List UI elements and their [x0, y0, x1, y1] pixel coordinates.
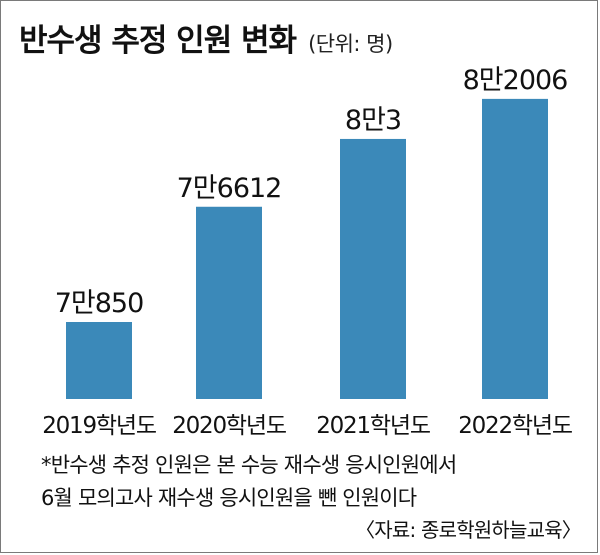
bar-chart: 7만850 2019학년도 7만6612 2020학년도 8만3 2021학년도 8만200…	[42, 65, 573, 439]
bar-2020학년도	[196, 206, 262, 399]
category-label-2020학년도: 2020학년도	[172, 413, 286, 439]
value-label-2020학년도: 7만6612	[177, 173, 282, 204]
bar-2022학년도	[482, 98, 548, 399]
bar-2021학년도	[340, 138, 406, 399]
source-note: 〈자료: 종로학원하늘교육〉	[355, 518, 582, 542]
bar-2019학년도	[66, 322, 132, 399]
chart-header: 반수생 추정 인원 변화 (단위: 명)	[19, 15, 393, 60]
value-label-2022학년도: 8만2006	[463, 65, 568, 96]
value-label-2019학년도: 7만850	[55, 288, 144, 319]
category-label-2021학년도: 2021학년도	[316, 413, 430, 439]
category-label-2022학년도: 2022학년도	[458, 413, 572, 439]
chart-title: 반수생 추정 인원 변화	[19, 23, 297, 59]
footnote-line-1: *반수생 추정 인원은 본 수능 재수생 응시인원에서	[41, 453, 457, 477]
footnote: *반수생 추정 인원은 본 수능 재수생 응시인원에서 6월 모의고사 재수생 …	[41, 449, 457, 515]
category-label-2019학년도: 2019학년도	[42, 413, 156, 439]
value-label-2021학년도: 8만3	[345, 105, 401, 136]
footnote-line-2: 6월 모의고사 재수생 응시인원을 뺀 인원이다	[41, 486, 417, 510]
unit-label: (단위: 명)	[308, 32, 393, 56]
